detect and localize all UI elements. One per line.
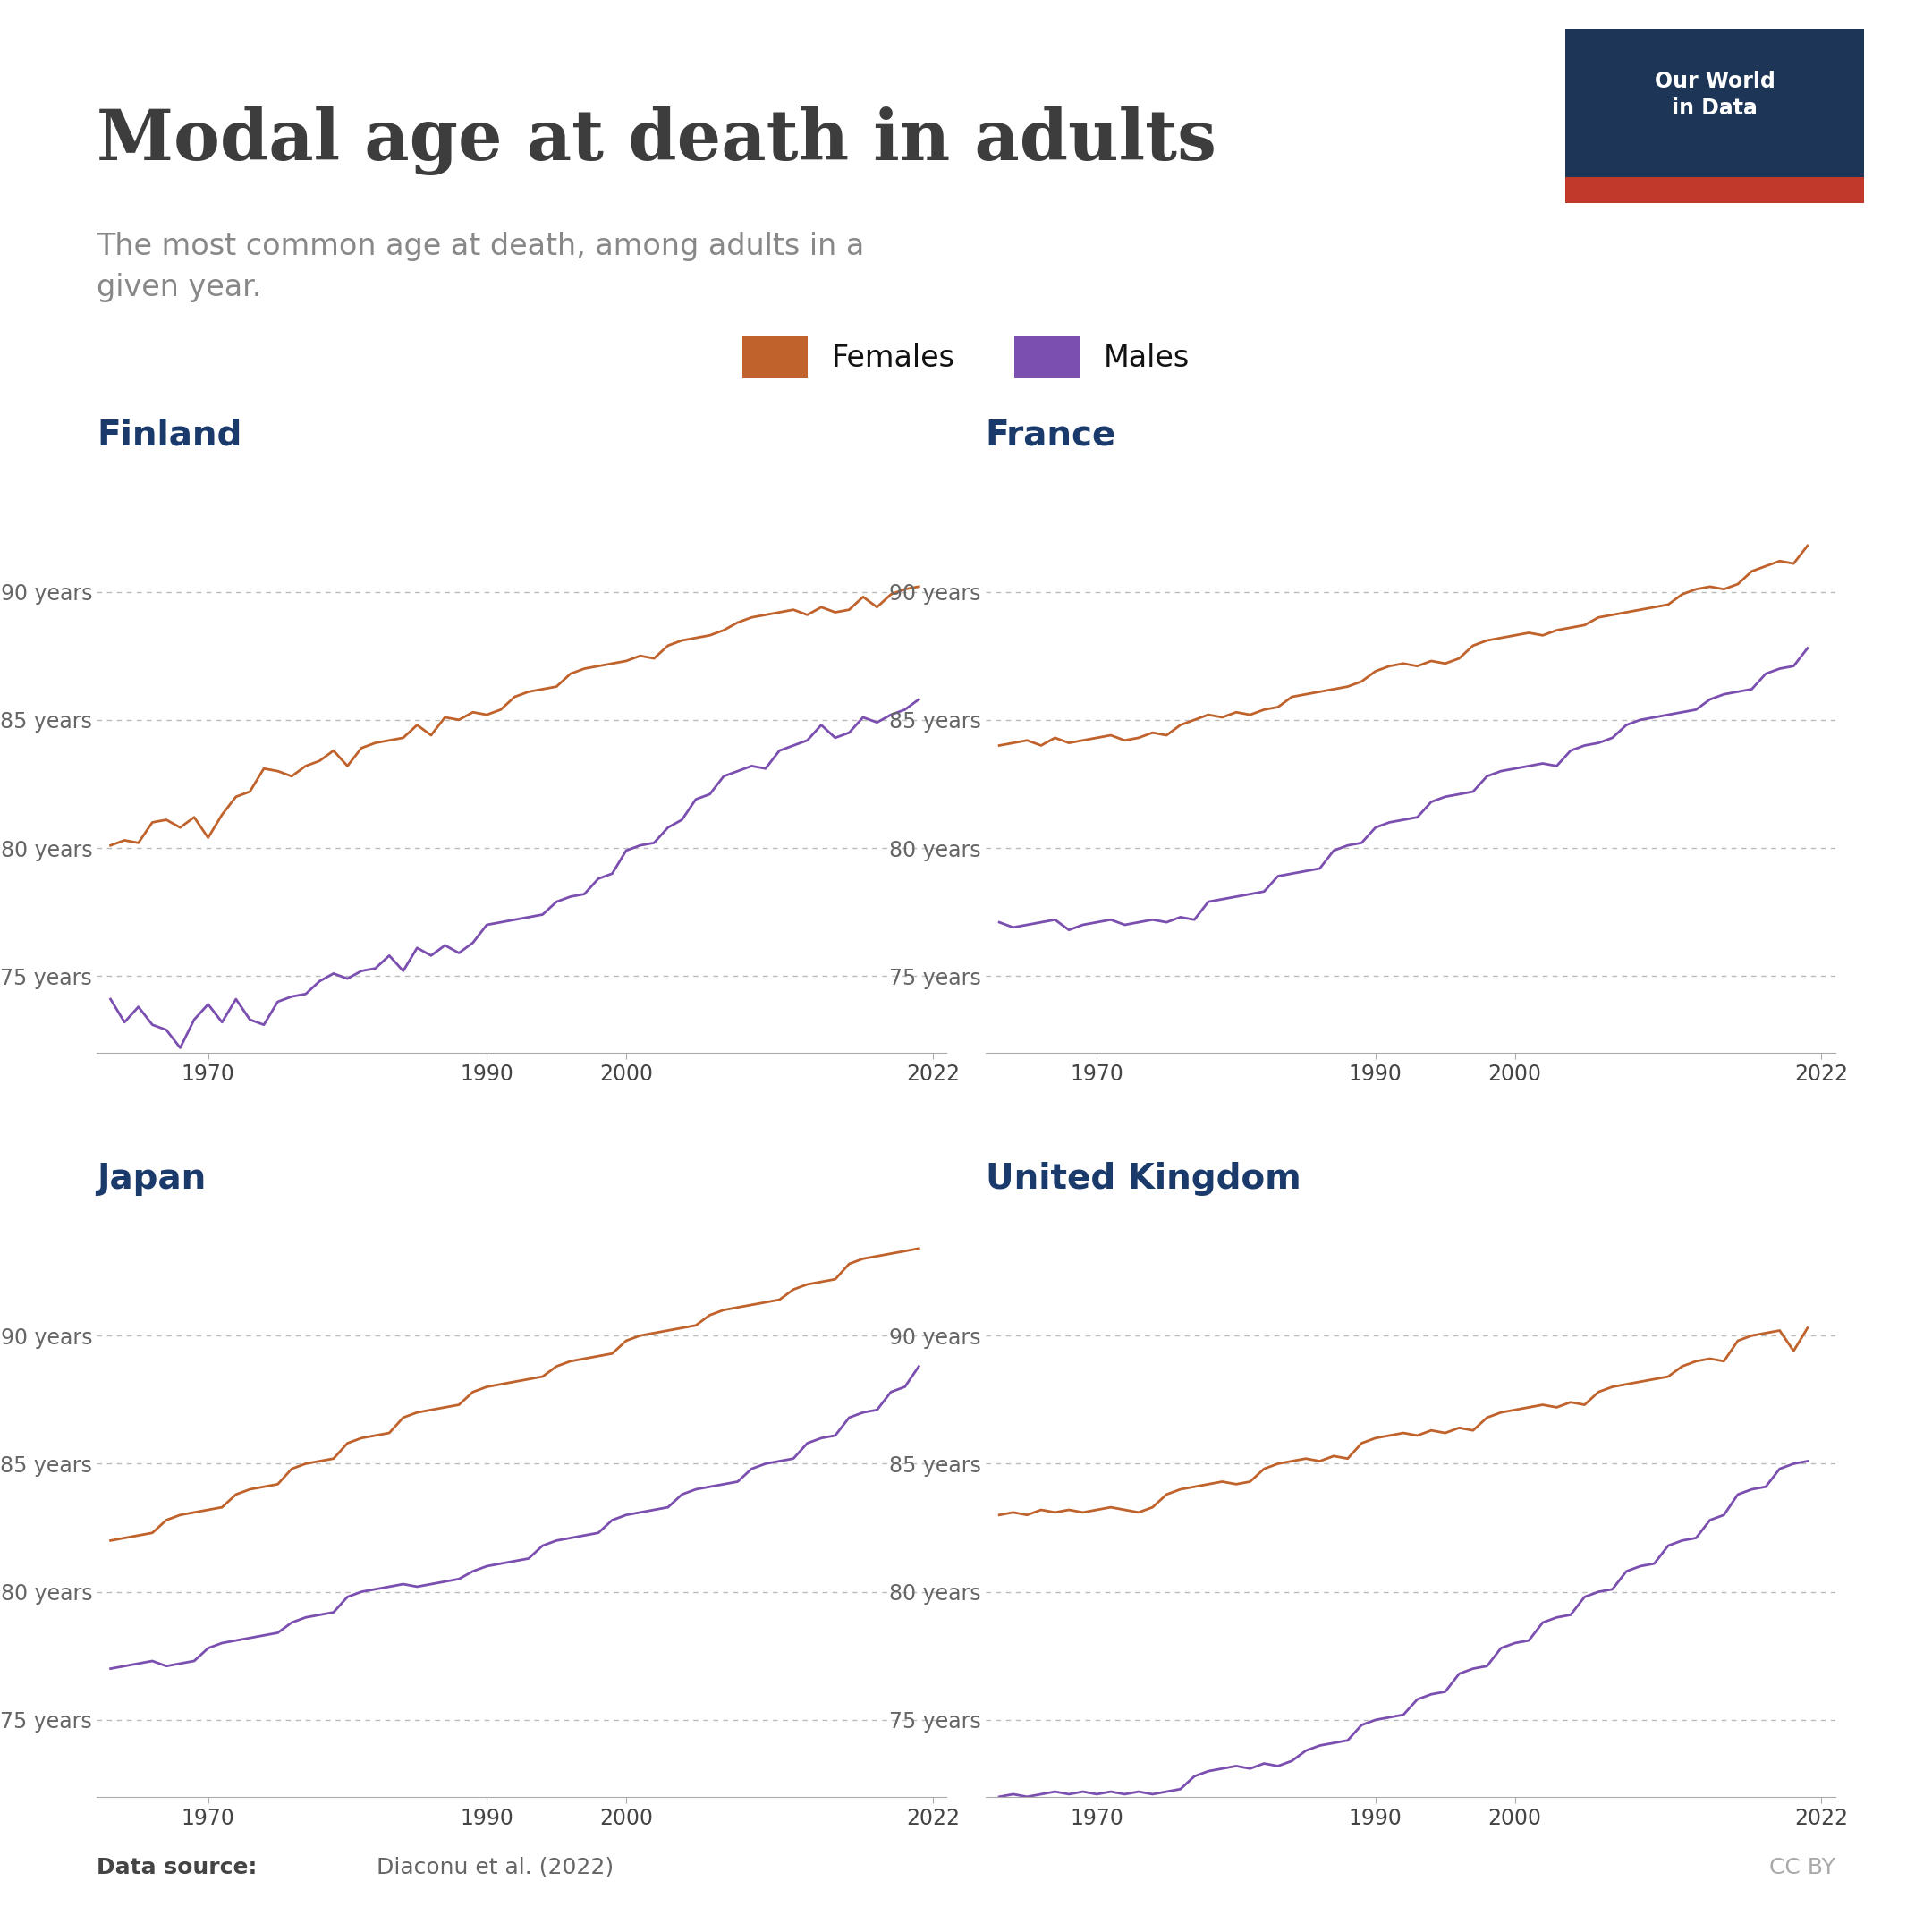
Text: Japan: Japan (97, 1161, 207, 1196)
Text: United Kingdom: United Kingdom (985, 1161, 1300, 1196)
Bar (1565, 176, 1864, 203)
Bar (1565, 29, 1864, 176)
Legend: Females, Males: Females, Males (742, 336, 1190, 379)
Text: France: France (985, 417, 1117, 452)
Text: The most common age at death, among adults in a
given year.: The most common age at death, among adul… (97, 232, 864, 303)
Text: Diaconu et al. (2022): Diaconu et al. (2022) (377, 1857, 614, 1878)
Text: CC BY: CC BY (1770, 1857, 1835, 1878)
Text: Our World
in Data: Our World in Data (1654, 71, 1776, 120)
Text: Data source:: Data source: (97, 1857, 257, 1878)
Text: Finland: Finland (97, 417, 242, 452)
Text: Modal age at death in adults: Modal age at death in adults (97, 106, 1217, 176)
